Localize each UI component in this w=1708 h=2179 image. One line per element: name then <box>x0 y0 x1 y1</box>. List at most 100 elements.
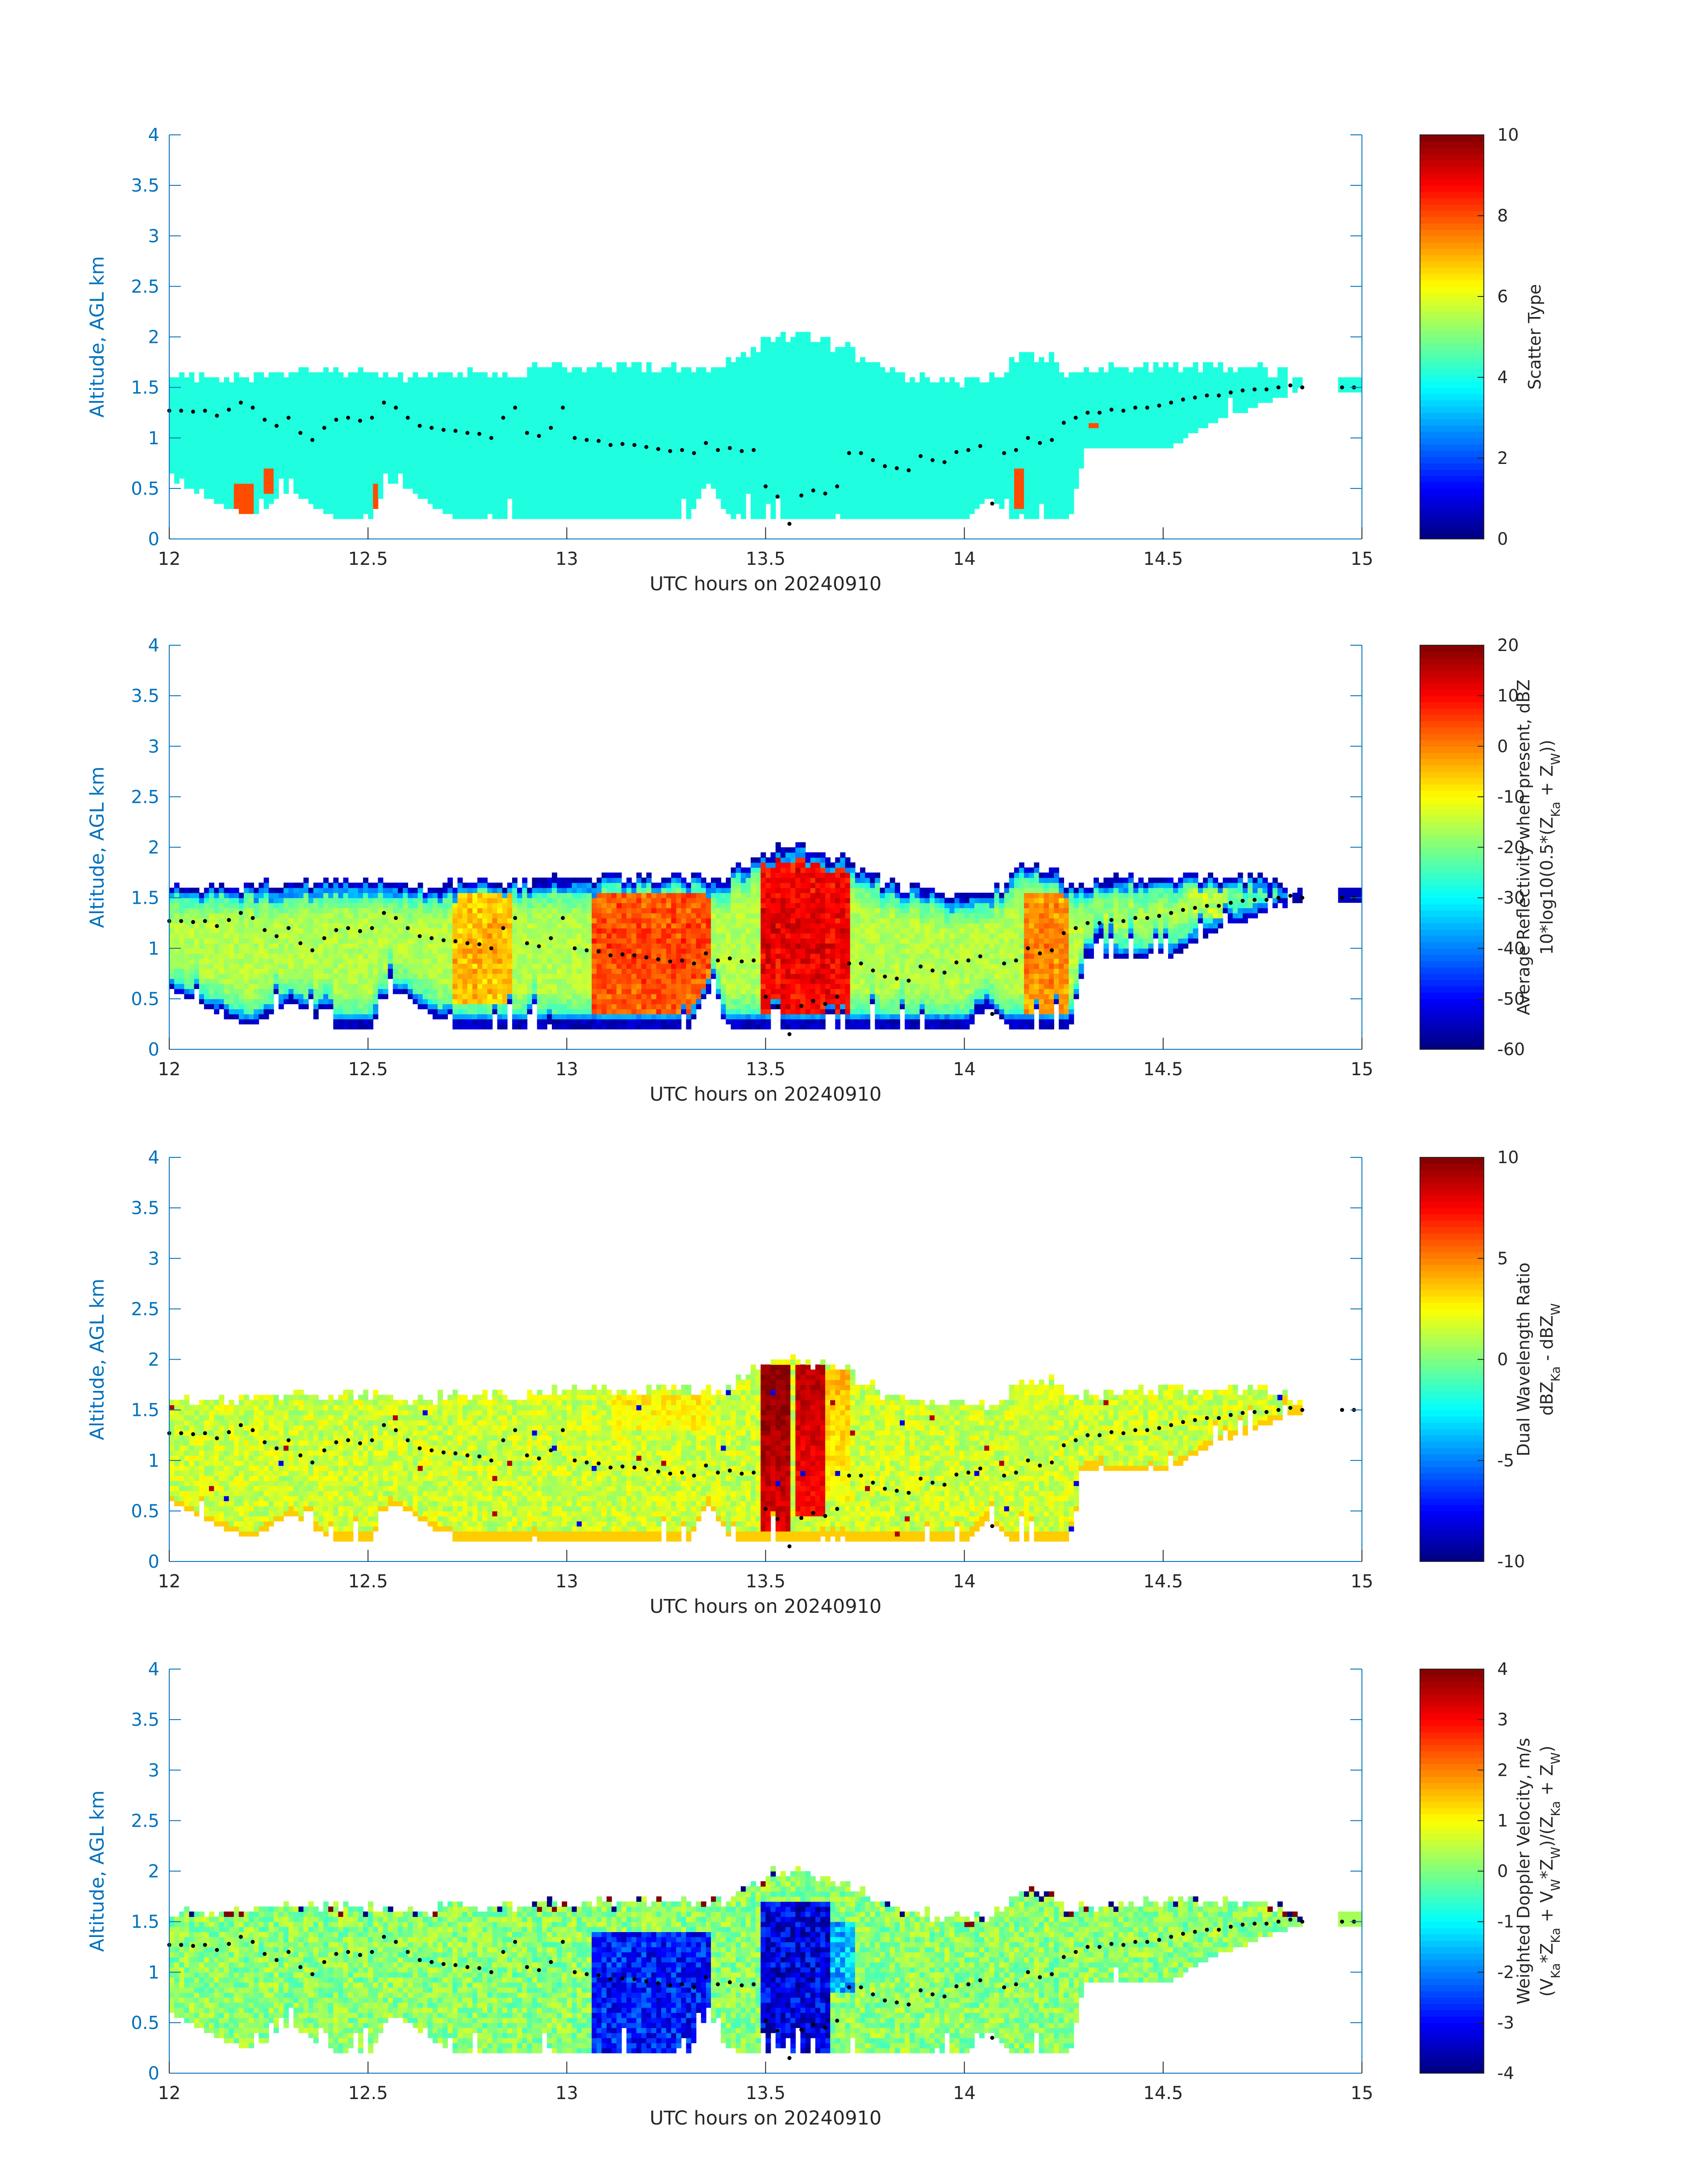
heatmap-cell <box>696 458 702 464</box>
heatmap-cell <box>502 438 508 443</box>
heatmap-cell <box>1014 488 1019 494</box>
heatmap-cell <box>328 422 334 428</box>
heatmap-cell <box>651 433 657 438</box>
heatmap-cell <box>756 422 761 428</box>
heatmap-cell <box>681 413 687 418</box>
heatmap-cell <box>482 453 488 459</box>
heatmap-cell <box>184 438 190 443</box>
heatmap-cell <box>785 503 791 509</box>
heatmap-cell <box>308 382 314 388</box>
heatmap-cell <box>263 458 269 464</box>
heatmap-cell <box>780 392 786 398</box>
heatmap-cell <box>731 413 736 418</box>
heatmap-cell <box>179 443 185 449</box>
heatmap-cell <box>726 478 731 484</box>
heatmap-cell <box>716 387 722 393</box>
heatmap-cell <box>343 483 349 489</box>
heatmap-cell <box>547 453 552 459</box>
heatmap-cell <box>581 413 587 418</box>
heatmap-cell <box>830 422 836 428</box>
heatmap-cell <box>586 417 592 423</box>
heatmap-cell <box>835 453 841 459</box>
heatmap-cell <box>462 407 468 413</box>
heatmap-cell <box>403 392 408 398</box>
heatmap-cell <box>919 392 925 398</box>
heatmap-cell <box>860 473 865 479</box>
heatmap-cell <box>865 473 870 479</box>
heatmap-cell <box>1009 448 1015 454</box>
heatmap-cell <box>900 443 905 449</box>
heatmap-cell <box>949 463 955 469</box>
heatmap-cell <box>611 468 617 474</box>
heatmap-cell <box>557 407 562 413</box>
heatmap-cell <box>378 417 384 423</box>
heatmap-cell <box>174 448 180 454</box>
heatmap-cell <box>174 468 180 474</box>
heatmap-cell <box>760 438 766 443</box>
heatmap-cell <box>780 342 786 347</box>
heatmap-cell <box>1039 438 1044 443</box>
heatmap-cell <box>542 417 547 423</box>
heatmap-cell <box>527 453 533 459</box>
heatmap-cell <box>601 422 607 428</box>
heatmap-cell <box>731 417 736 423</box>
heatmap-cell <box>979 397 985 403</box>
heatmap-cell <box>820 468 826 474</box>
heatmap-cell <box>805 468 811 474</box>
heatmap-cell <box>756 448 761 454</box>
heatmap-cell <box>303 458 309 464</box>
heatmap-cell <box>308 387 314 393</box>
heatmap-cell <box>661 417 667 423</box>
heatmap-cell <box>825 448 831 454</box>
heatmap-cell <box>900 468 905 474</box>
heatmap-cell <box>487 503 493 509</box>
heatmap-cell <box>333 377 339 383</box>
heatmap-cell <box>418 458 423 464</box>
heatmap-cell <box>586 387 592 393</box>
heatmap-cell <box>273 382 279 388</box>
heatmap-cell <box>746 478 751 484</box>
heatmap-cell <box>189 463 195 469</box>
heatmap-cell <box>482 509 488 514</box>
heatmap-cell <box>979 468 985 474</box>
heatmap-cell <box>313 433 319 438</box>
heatmap-cell <box>959 392 965 398</box>
heatmap-cell <box>746 407 751 413</box>
heatmap-cell <box>805 458 811 464</box>
heatmap-cell <box>974 413 980 418</box>
heatmap-cell <box>472 422 478 428</box>
heatmap-cell <box>900 478 905 484</box>
heatmap-cell <box>1019 488 1024 494</box>
heatmap-cell <box>204 422 209 428</box>
heatmap-cell <box>765 438 771 443</box>
heatmap-cell <box>656 387 662 393</box>
heatmap-cell <box>586 513 592 519</box>
heatmap-cell <box>413 413 418 418</box>
heatmap-cell <box>840 493 846 499</box>
heatmap-cell <box>905 433 910 438</box>
heatmap-cell <box>358 468 363 474</box>
heatmap-cell <box>298 413 304 418</box>
heatmap-cell <box>576 397 582 403</box>
heatmap-cell <box>308 488 314 494</box>
heatmap-cell <box>880 509 885 514</box>
heatmap-cell <box>929 463 935 469</box>
heatmap-cell <box>735 433 741 438</box>
heatmap-cell <box>497 443 503 449</box>
heatmap-cell <box>940 448 945 454</box>
heatmap-cell <box>517 453 522 459</box>
heatmap-cell <box>576 503 582 509</box>
heatmap-cell <box>388 422 393 428</box>
heatmap-cell <box>830 463 836 469</box>
heatmap-cell <box>323 498 329 504</box>
heatmap-cell <box>368 382 374 388</box>
heatmap-cell <box>974 433 980 438</box>
heatmap-cell <box>403 448 408 454</box>
heatmap-cell <box>1009 438 1015 443</box>
heatmap-cell <box>512 509 518 514</box>
heatmap-cell <box>418 463 423 469</box>
heatmap-cell <box>894 413 900 418</box>
heatmap-cell <box>691 493 697 499</box>
heatmap-cell <box>949 422 955 428</box>
heatmap-cell <box>586 493 592 499</box>
